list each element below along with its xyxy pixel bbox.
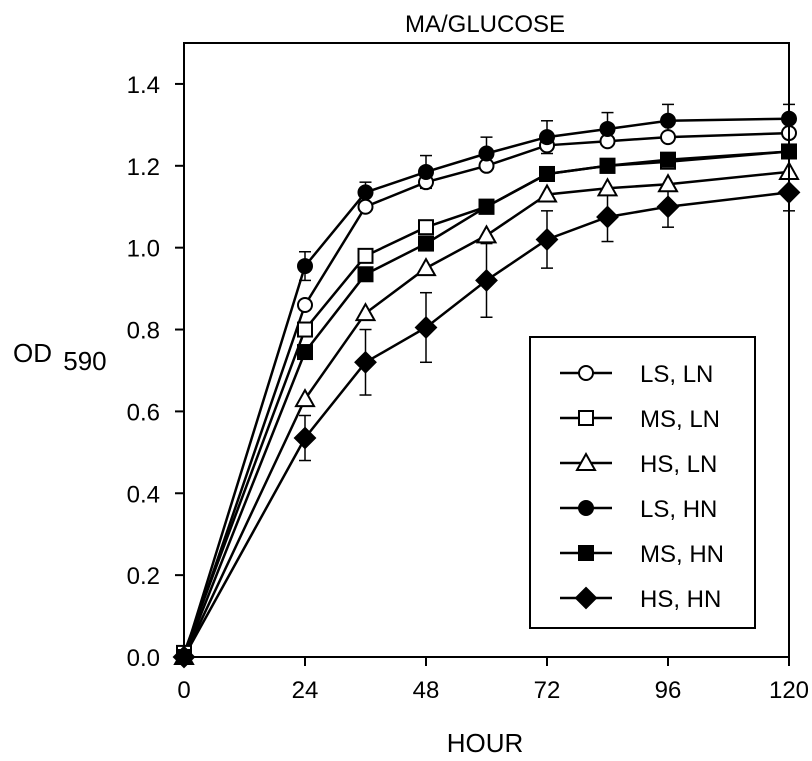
- data-point: [415, 257, 437, 277]
- legend-entry-hs-ln: HS, LN: [560, 451, 717, 478]
- y-tick-label: 0.6: [127, 399, 160, 426]
- y-axis-title: OD 590: [13, 338, 107, 376]
- legend-swatch-marker: [574, 586, 598, 610]
- data-point: [478, 145, 495, 162]
- data-point: [418, 163, 434, 180]
- x-tick-label: 96: [655, 677, 682, 704]
- y-tick-label: 0.0: [127, 645, 160, 672]
- legend: LS, LN MS, LN HS, LN LS, HN MS, HN HS, HN: [529, 336, 756, 629]
- data-point: [478, 198, 495, 215]
- data-point: [357, 247, 374, 264]
- data-point: [297, 296, 313, 313]
- legend-swatch-marker: [578, 500, 594, 516]
- y-axis: 0.0 0.2 0.4 0.6 0.8 1.0 1.2 1.4: [127, 72, 184, 672]
- data-point: [660, 129, 676, 146]
- legend-box: [529, 336, 756, 629]
- legend-entry-ms-hn: MS, HN: [560, 541, 724, 568]
- data-point: [418, 235, 434, 252]
- legend-label: MS, HN: [640, 541, 724, 568]
- data-point: [536, 183, 558, 203]
- data-point: [357, 266, 374, 283]
- legend-swatch-marker: [578, 365, 594, 381]
- legend-entries: LS, LN MS, LN HS, LN LS, HN MS, HN HS, HN: [560, 361, 724, 613]
- x-tick-label: 120: [769, 677, 809, 704]
- x-axis-title: HOUR: [447, 728, 524, 758]
- data-point: [293, 426, 317, 450]
- x-axis: 0 24 48 72 96 120: [177, 657, 809, 704]
- x-tick-label: 24: [292, 677, 319, 704]
- x-tick-label: 72: [534, 677, 561, 704]
- chart-marks: [172, 103, 801, 669]
- data-point: [599, 157, 616, 174]
- data-point: [657, 173, 679, 193]
- data-point: [596, 205, 619, 229]
- data-point: [539, 165, 555, 182]
- data-point: [294, 388, 316, 408]
- data-point: [535, 228, 559, 251]
- data-point: [660, 151, 676, 168]
- legend-entry-ls-ln: LS, LN: [560, 361, 713, 388]
- y-axis-title-subscript: 590: [63, 346, 106, 376]
- data-point: [599, 120, 616, 137]
- legend-swatch-marker: [575, 451, 597, 471]
- data-point: [418, 219, 434, 236]
- series-points-ls-hn: [176, 110, 797, 665]
- data-point: [357, 198, 374, 215]
- chart-title: MA/GLUCOSE: [405, 11, 565, 38]
- data-point: [297, 258, 313, 275]
- data-point: [475, 268, 498, 292]
- data-point: [539, 129, 555, 146]
- legend-label: MS, LN: [640, 406, 720, 433]
- data-point: [357, 184, 374, 201]
- data-point: [475, 224, 498, 244]
- legend-entry-hs-hn: HS, HN: [560, 586, 721, 613]
- legend-label: LS, HN: [640, 496, 717, 523]
- legend-label: LS, LN: [640, 361, 713, 388]
- y-tick-label: 0.4: [127, 481, 160, 508]
- data-point: [297, 344, 313, 361]
- y-tick-label: 0.2: [127, 563, 160, 590]
- y-tick-label: 1.0: [127, 236, 160, 263]
- y-tick-label: 1.2: [127, 154, 160, 181]
- data-point: [414, 316, 438, 339]
- legend-entry-ms-ln: MS, LN: [560, 406, 720, 433]
- plot-frame: [183, 42, 790, 658]
- data-point: [354, 302, 377, 322]
- x-tick-label: 0: [177, 677, 190, 704]
- legend-swatch-marker: [578, 545, 594, 561]
- series-points-hs-hn: [172, 180, 801, 669]
- x-tick-label: 48: [413, 677, 440, 704]
- legend-label: HS, LN: [640, 451, 717, 478]
- y-tick-label: 1.4: [127, 72, 160, 99]
- legend-swatch-marker: [578, 410, 594, 426]
- y-tick-label: 0.8: [127, 318, 160, 345]
- data-point: [297, 321, 313, 338]
- legend-label: HS, HN: [640, 586, 721, 613]
- data-point: [596, 177, 619, 197]
- data-point: [660, 112, 676, 129]
- data-point: [656, 195, 680, 219]
- y-axis-title-main: OD: [13, 338, 52, 368]
- data-point: [354, 350, 377, 374]
- legend-entry-ls-hn: LS, HN: [560, 496, 717, 523]
